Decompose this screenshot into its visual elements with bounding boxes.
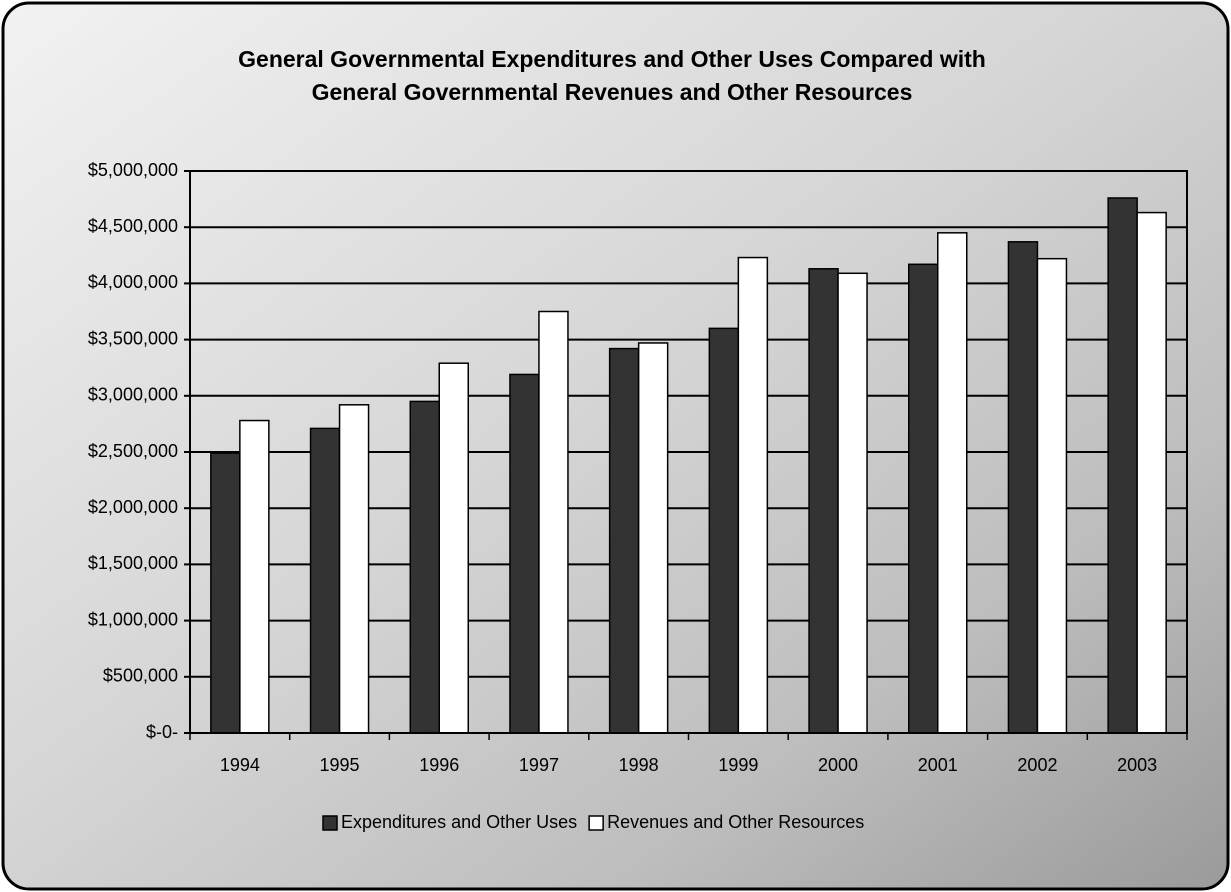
legend-swatch: [588, 815, 604, 831]
x-tick-label: 2000: [818, 755, 858, 775]
legend-label: Revenues and Other Resources: [607, 812, 864, 832]
bar: [737, 256, 769, 734]
bar: [409, 400, 440, 734]
bar: [808, 268, 839, 734]
plot-border: [189, 170, 1188, 734]
legend-swatch: [322, 815, 338, 831]
bar: [438, 362, 469, 734]
bar: [338, 404, 370, 734]
bar: [509, 373, 540, 734]
bar: [210, 452, 241, 734]
bar: [1107, 197, 1138, 734]
y-tick-label: $4,500,000: [88, 216, 178, 236]
y-tick-label: $5,000,000: [88, 160, 178, 180]
bar: [837, 272, 868, 734]
y-tick-label: $1,500,000: [88, 553, 178, 573]
bar: [538, 310, 569, 734]
x-tick-label: 2001: [918, 755, 958, 775]
x-tick-label: 1994: [220, 755, 260, 775]
bar: [708, 327, 740, 734]
bar: [637, 342, 669, 734]
y-tick-label: $4,000,000: [88, 272, 178, 292]
x-tick-label: 1996: [419, 755, 459, 775]
y-tick-label: $-0-: [146, 722, 178, 742]
bar: [309, 427, 341, 734]
bar: [239, 419, 270, 734]
x-tick-label: 2002: [1017, 755, 1057, 775]
y-tick-label: $2,000,000: [88, 497, 178, 517]
y-tick-label: $3,500,000: [88, 328, 178, 348]
bar: [608, 347, 640, 734]
bar: [1036, 257, 1068, 734]
x-tick-label: 2003: [1117, 755, 1157, 775]
y-tick-label: $500,000: [103, 666, 178, 686]
bar: [1136, 211, 1167, 734]
x-tick-label: 1995: [320, 755, 360, 775]
legend-label: Expenditures and Other Uses: [341, 812, 577, 832]
y-tick-label: $1,000,000: [88, 609, 178, 629]
bar: [1007, 241, 1039, 734]
x-tick-label: 1999: [718, 755, 758, 775]
x-tick-label: 1997: [519, 755, 559, 775]
chart-title: General Governmental Expenditures and Ot…: [238, 46, 986, 72]
x-tick-label: 1998: [619, 755, 659, 775]
y-tick-label: $3,000,000: [88, 385, 178, 405]
bar: [937, 232, 968, 734]
bar: [908, 263, 939, 734]
y-tick-label: $2,500,000: [88, 441, 178, 461]
chart-subtitle: General Governmental Revenues and Other …: [312, 79, 913, 105]
